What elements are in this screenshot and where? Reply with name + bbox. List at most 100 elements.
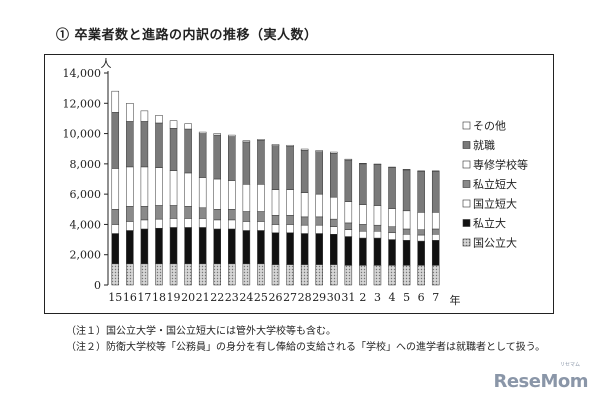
legend-swatch [462,160,471,169]
bar-segment [213,228,221,265]
bar-segment [140,206,149,221]
bar-segment [402,228,411,235]
bar-segment [315,216,323,226]
bar-segment [126,206,134,222]
bar-segment [417,170,425,172]
bar-segment [271,215,280,225]
bar-segment [330,151,338,154]
bar-segment [169,128,178,171]
legend-label: 国公立大 [473,236,517,250]
bar-segment [271,264,280,286]
y-tick-label: 8,000 [70,158,102,171]
bar-segment [271,232,280,265]
bar-segment [359,204,367,225]
page-title: ① 卒業者数と進路の内訳の推移（実人数） [56,28,318,43]
legend-label: 就職 [473,138,495,152]
bar-segment [242,230,251,265]
x-tick-label: 3 [374,291,381,304]
bar-segment [373,163,382,165]
bar-segment [388,167,396,209]
x-tick-label: 22 [210,291,224,304]
bar-segment [359,163,367,205]
watermark-logo: ReseMom [493,371,588,392]
bar-segment [198,131,207,134]
x-axis-label: 年 [450,293,461,307]
bar-segment [257,211,265,222]
bar-segment [198,177,207,209]
bar-segment [155,263,163,286]
bar-segment [300,233,309,265]
bar-segment [184,128,192,174]
bar-segment [169,227,178,265]
bar-segment [344,222,353,230]
x-tick-label: 6 [418,291,425,304]
bar-segment [169,263,178,286]
bar-segment [300,264,309,286]
bar-segment [402,210,411,230]
legend-label: その他 [473,120,506,133]
bar-segment [344,158,353,161]
bar-segment [431,170,440,172]
bar-segment [126,121,134,168]
bar-segment [344,229,353,237]
bar-segment [373,230,382,239]
x-tick-label: 2 [359,291,366,304]
axes: 0 2,000 4,000 6,000 8,000 10,000 12,000 14,000人… [63,57,461,307]
y-axis-label: 人 [101,57,112,70]
legend-label: 私立短大 [473,177,517,191]
bar-segment [344,159,353,202]
bar-segment [155,167,163,206]
bar-segment [111,112,120,169]
bar-segment [257,139,265,141]
bar-segment [388,232,396,240]
bar-segment [344,236,353,266]
bar-segment [286,264,294,286]
bar-segment [373,224,382,232]
footnote-1: （注１）国公立大学・国公立短大には管外大学校等も含む。 [66,326,336,337]
legend-swatch [462,121,471,130]
x-tick-label: 21 [196,291,210,304]
bar-segment [315,150,323,152]
bar-segment [140,110,149,122]
bar-segment [126,166,134,207]
bar-segment [140,121,149,168]
bar-segment [111,224,120,234]
bar-segment [344,265,353,286]
bar-segment [300,149,309,193]
bar-segment [300,148,309,151]
bar-segment [300,192,309,218]
bar-segment [198,207,207,219]
bar-segment [111,168,120,210]
bar-segment [271,145,280,190]
x-tick-label: 5 [403,291,410,304]
x-tick-label: 29 [312,291,326,304]
bar-segment [126,221,134,231]
bar-segment [228,134,236,137]
bar-segment [257,184,265,212]
bar-segment [155,227,163,265]
bar-segment [373,237,382,266]
bar-segment [257,230,265,265]
bar-segment [315,193,323,218]
legend-swatch [462,219,471,227]
y-tick-label: 6,000 [70,188,102,201]
x-tick-label: 27 [283,291,297,304]
x-tick-label: 4 [389,291,396,304]
bar-segment [140,228,149,265]
bar-segment [315,264,323,286]
bar-segment [388,265,396,286]
bar-segment [330,196,338,220]
y-tick-label: 4,000 [70,218,102,231]
bar-segment [300,216,309,226]
bar-segment [315,224,323,234]
bar-segment [373,164,382,206]
bar-segment [271,224,280,234]
bar-segment [126,230,134,265]
x-tick-label: 18 [152,291,166,304]
bar-segment [330,153,338,198]
bar-segment [431,171,440,213]
bar-segment [242,263,251,286]
bar-segment [198,263,207,286]
bar-segment [184,123,192,130]
